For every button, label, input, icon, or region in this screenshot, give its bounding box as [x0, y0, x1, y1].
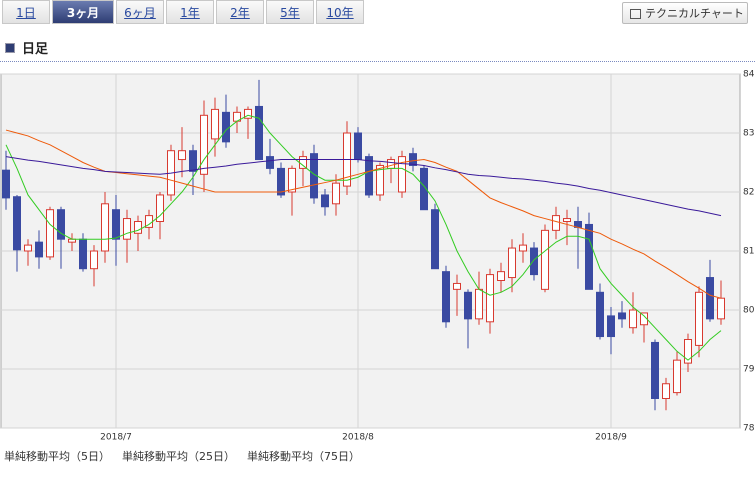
candle-body — [629, 309, 637, 329]
candle-body — [409, 153, 417, 166]
legend-entry: 単純移動平均（5日） — [4, 449, 110, 463]
y-tick-label: 82 — [743, 188, 754, 198]
tab[interactable]: 10年 — [316, 0, 364, 24]
candle-body — [618, 312, 626, 320]
x-tick-label: 2018/9 — [595, 433, 627, 443]
candle-body — [508, 247, 516, 279]
tab[interactable]: 5年 — [266, 0, 314, 24]
candle-body — [123, 218, 131, 240]
candle-body — [101, 203, 109, 252]
x-tick-label: 2018/7 — [100, 433, 132, 443]
candle-body — [35, 241, 43, 258]
candle-body — [563, 218, 571, 223]
candle-body — [222, 111, 230, 143]
y-tick-label: 80 — [743, 306, 755, 316]
candle-body — [497, 271, 505, 281]
candle-body — [519, 244, 527, 252]
candle-body — [453, 282, 461, 290]
x-tick-label: 2018/8 — [342, 433, 374, 443]
candle-body — [530, 247, 538, 276]
tab[interactable]: 2年 — [216, 0, 264, 24]
candle-body — [211, 108, 219, 140]
candle-body — [354, 132, 362, 161]
candle-body — [596, 291, 604, 338]
technical-button[interactable]: テクニカルチャート — [622, 2, 748, 24]
candle-body — [90, 250, 98, 270]
candle-body — [13, 196, 21, 251]
tab[interactable]: 6ヶ月 — [116, 0, 164, 24]
candle-body — [112, 209, 120, 240]
tab-active[interactable]: 3ヶ月 — [52, 0, 114, 24]
candle-body — [376, 164, 384, 196]
candle-body — [79, 238, 87, 270]
y-tick-label: 79 — [743, 365, 755, 375]
tab[interactable]: 1年 — [166, 0, 214, 24]
candle-body — [662, 383, 670, 399]
candle-body — [706, 277, 714, 320]
ma-line — [5, 156, 722, 217]
divider — [0, 61, 755, 62]
y-tick-label: 78 — [743, 424, 755, 434]
candle-body — [365, 156, 373, 196]
candle-body — [673, 359, 681, 394]
candle-body — [266, 156, 274, 169]
candle-body — [420, 167, 428, 211]
candle-body — [200, 114, 208, 175]
ma-line — [5, 129, 722, 299]
candle-body — [398, 156, 406, 193]
candle-body — [156, 194, 164, 222]
candle-body — [332, 182, 340, 205]
candle-body — [288, 167, 296, 193]
candle-body — [277, 167, 285, 196]
tab[interactable]: 1日 — [2, 0, 50, 24]
candle-body — [585, 223, 593, 290]
candle-body — [134, 221, 142, 234]
candle-body — [431, 209, 439, 270]
candle-body — [552, 215, 560, 231]
candle-body — [24, 244, 32, 252]
candle-body — [57, 209, 65, 240]
candle-body — [717, 297, 725, 320]
y-tick-label: 81 — [743, 247, 754, 257]
candle-body — [46, 209, 54, 258]
y-tick-label: 84 — [743, 70, 755, 80]
tab-bar: 1日 3ヶ月 6ヶ月 1年 2年 5年 10年 — [2, 0, 366, 24]
candle-body — [299, 156, 307, 169]
section-title: 日足 — [22, 42, 49, 57]
candle-body — [486, 274, 494, 323]
candle-body — [541, 229, 549, 290]
candle-body — [607, 315, 615, 338]
candle-body — [684, 339, 692, 364]
header: 1日 3ヶ月 6ヶ月 1年 2年 5年 10年 テクニカルチャート 日足 — [0, 0, 755, 70]
candle-body — [244, 108, 252, 119]
candle-body — [321, 194, 329, 208]
candle-body — [387, 159, 395, 169]
candle-body — [640, 312, 648, 326]
candle-body — [651, 341, 659, 400]
candle-body — [695, 291, 703, 346]
candle-body — [178, 150, 186, 161]
candle-body — [475, 288, 483, 320]
ma-line — [5, 114, 722, 361]
y-tick-label: 83 — [743, 129, 754, 139]
candle-body — [2, 169, 10, 199]
candle-body — [189, 150, 197, 172]
legend-entry: 単純移動平均（75日） — [247, 449, 360, 463]
candle-body — [442, 271, 450, 323]
candle-body — [255, 105, 263, 161]
candle-body — [464, 291, 472, 320]
section-icon — [5, 43, 15, 53]
legend-entry: 単純移動平均（25日） — [122, 449, 235, 463]
